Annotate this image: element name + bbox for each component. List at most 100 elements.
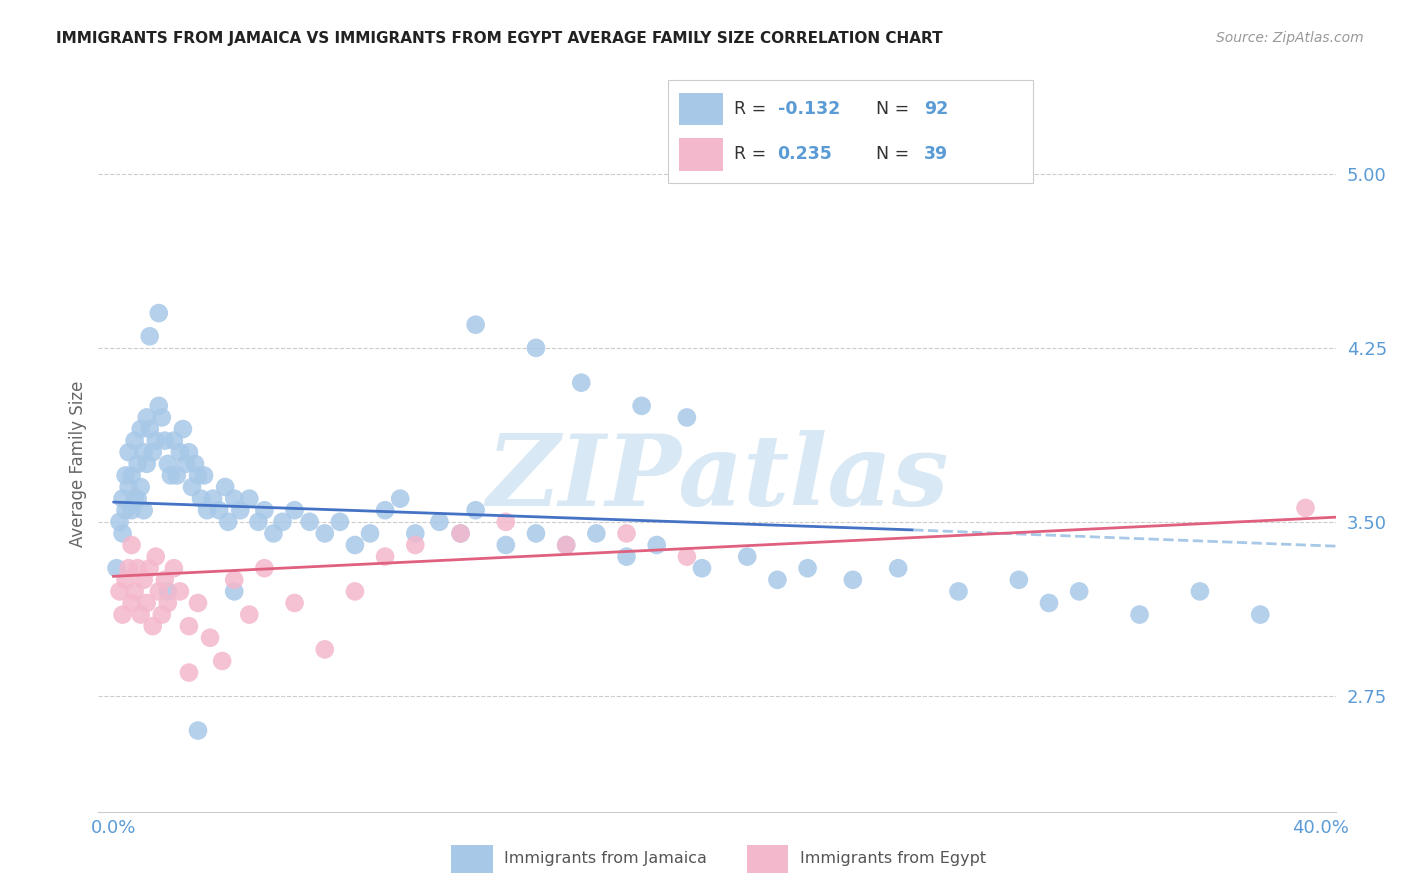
Point bbox=[150, 410, 173, 425]
Text: Immigrants from Jamaica: Immigrants from Jamaica bbox=[505, 851, 707, 866]
Point bbox=[217, 515, 239, 529]
Point bbox=[138, 561, 160, 575]
Point bbox=[108, 584, 131, 599]
Point bbox=[172, 422, 194, 436]
Point bbox=[129, 607, 152, 622]
Point bbox=[202, 491, 225, 506]
Point bbox=[645, 538, 668, 552]
Point bbox=[1249, 607, 1271, 622]
Point bbox=[214, 480, 236, 494]
Point bbox=[1295, 500, 1317, 515]
Point bbox=[253, 561, 276, 575]
Point bbox=[145, 434, 167, 448]
Point bbox=[156, 596, 179, 610]
Point bbox=[187, 596, 209, 610]
Point bbox=[555, 538, 578, 552]
Point bbox=[132, 573, 155, 587]
Point bbox=[135, 457, 157, 471]
Point bbox=[174, 457, 197, 471]
Y-axis label: Average Family Size: Average Family Size bbox=[69, 381, 87, 547]
Point bbox=[195, 503, 218, 517]
Point bbox=[842, 573, 865, 587]
Point bbox=[181, 480, 204, 494]
Bar bbox=[679, 137, 723, 170]
Point bbox=[404, 538, 426, 552]
Point bbox=[129, 480, 152, 494]
Point bbox=[1008, 573, 1031, 587]
Point bbox=[271, 515, 294, 529]
Point bbox=[177, 619, 200, 633]
Text: 39: 39 bbox=[924, 145, 948, 163]
Point bbox=[184, 457, 207, 471]
Point bbox=[169, 584, 191, 599]
Point bbox=[676, 549, 699, 564]
Text: R =: R = bbox=[734, 100, 772, 118]
Point bbox=[114, 573, 136, 587]
Point bbox=[163, 561, 186, 575]
Point bbox=[429, 515, 451, 529]
Point bbox=[108, 515, 131, 529]
Point bbox=[150, 607, 173, 622]
Text: Source: ZipAtlas.com: Source: ZipAtlas.com bbox=[1216, 31, 1364, 45]
Point bbox=[117, 480, 139, 494]
Text: IMMIGRANTS FROM JAMAICA VS IMMIGRANTS FROM EGYPT AVERAGE FAMILY SIZE CORRELATION: IMMIGRANTS FROM JAMAICA VS IMMIGRANTS FR… bbox=[56, 31, 943, 46]
Point bbox=[153, 434, 176, 448]
Point bbox=[111, 526, 134, 541]
Point bbox=[156, 584, 179, 599]
Point bbox=[735, 549, 758, 564]
Bar bbox=[679, 93, 723, 126]
Point bbox=[1128, 607, 1150, 622]
Point bbox=[796, 561, 818, 575]
Point bbox=[127, 561, 149, 575]
Point bbox=[124, 434, 146, 448]
Point bbox=[343, 538, 366, 552]
Point bbox=[262, 526, 284, 541]
Point bbox=[389, 491, 412, 506]
Point bbox=[238, 491, 260, 506]
Point bbox=[121, 596, 143, 610]
Point bbox=[253, 503, 276, 517]
Point bbox=[495, 515, 517, 529]
Text: R =: R = bbox=[734, 145, 772, 163]
Point bbox=[135, 410, 157, 425]
Point bbox=[374, 549, 396, 564]
Point bbox=[524, 526, 547, 541]
Text: N =: N = bbox=[876, 145, 915, 163]
Point bbox=[229, 503, 252, 517]
Point bbox=[630, 399, 652, 413]
Point bbox=[948, 584, 970, 599]
Point bbox=[187, 723, 209, 738]
Point bbox=[464, 318, 486, 332]
Point bbox=[129, 422, 152, 436]
Point bbox=[887, 561, 910, 575]
Point bbox=[177, 445, 200, 459]
Point bbox=[329, 515, 352, 529]
Point bbox=[238, 607, 260, 622]
Point bbox=[166, 468, 188, 483]
Point bbox=[464, 503, 486, 517]
Point bbox=[105, 561, 128, 575]
Point bbox=[111, 491, 134, 506]
Point bbox=[555, 538, 578, 552]
Point bbox=[127, 457, 149, 471]
Point bbox=[374, 503, 396, 517]
Bar bbox=[747, 845, 787, 873]
Point bbox=[160, 468, 183, 483]
Text: N =: N = bbox=[876, 100, 915, 118]
Point bbox=[138, 422, 160, 436]
Point bbox=[224, 491, 246, 506]
Point bbox=[1069, 584, 1091, 599]
Point bbox=[569, 376, 592, 390]
Point bbox=[404, 526, 426, 541]
Point bbox=[148, 399, 170, 413]
Point bbox=[153, 573, 176, 587]
Point bbox=[163, 434, 186, 448]
Point bbox=[450, 526, 472, 541]
Bar bbox=[451, 845, 492, 873]
Point bbox=[450, 526, 472, 541]
Point bbox=[524, 341, 547, 355]
Point bbox=[1188, 584, 1211, 599]
Point bbox=[190, 491, 212, 506]
Point bbox=[132, 445, 155, 459]
Point bbox=[187, 468, 209, 483]
